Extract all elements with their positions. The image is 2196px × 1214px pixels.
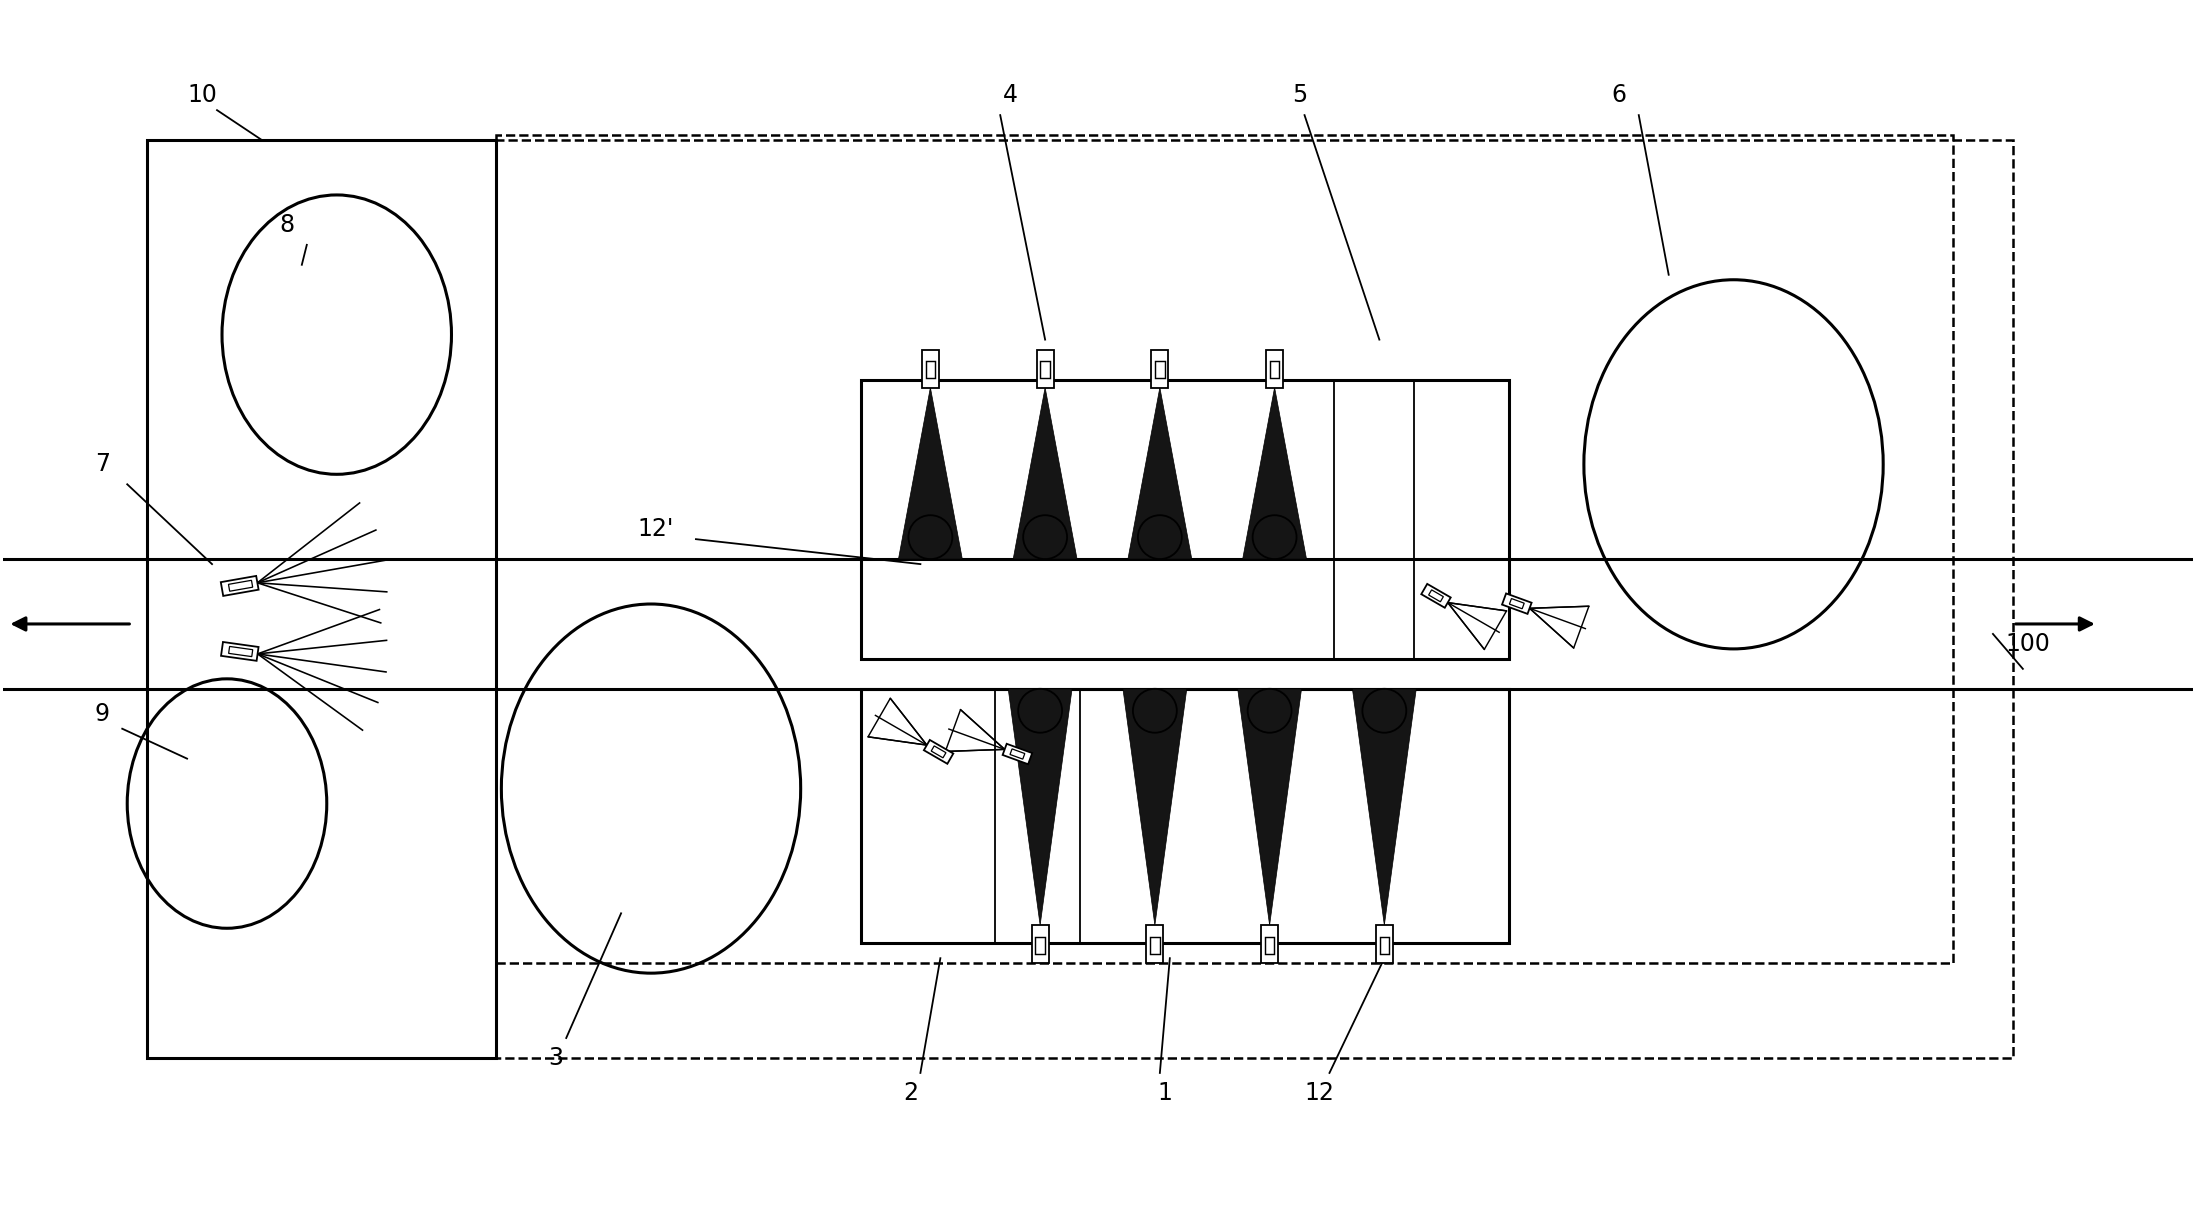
Bar	[1146, 925, 1164, 963]
Text: 12: 12	[1304, 1080, 1335, 1105]
Bar	[861, 380, 1509, 659]
Text: 8: 8	[279, 212, 294, 237]
Bar	[1037, 350, 1054, 387]
Text: 7: 7	[94, 453, 110, 476]
Polygon shape	[1122, 688, 1186, 925]
Polygon shape	[222, 575, 259, 596]
Bar	[922, 350, 940, 387]
Bar	[1377, 925, 1392, 963]
Text: 10: 10	[187, 84, 217, 107]
Bar	[861, 688, 1509, 943]
Text: 9: 9	[94, 702, 110, 726]
Polygon shape	[1239, 688, 1302, 925]
Text: 100: 100	[2005, 632, 2051, 656]
Bar	[1155, 361, 1164, 378]
Bar	[1151, 937, 1159, 954]
Bar	[147, 140, 496, 1057]
Bar	[1379, 937, 1390, 954]
Text: 4: 4	[1004, 84, 1017, 107]
Bar	[1265, 937, 1274, 954]
Text: 5: 5	[1291, 84, 1307, 107]
Bar	[1037, 937, 1045, 954]
Bar	[1261, 925, 1278, 963]
Polygon shape	[1008, 688, 1072, 925]
Text: 6: 6	[1612, 84, 1627, 107]
Text: 1: 1	[1157, 1080, 1173, 1105]
Polygon shape	[1004, 744, 1032, 765]
Polygon shape	[1243, 387, 1307, 560]
Bar	[927, 361, 935, 378]
Bar	[1267, 350, 1282, 387]
Polygon shape	[1502, 594, 1531, 614]
Polygon shape	[1421, 584, 1452, 608]
Bar	[1151, 350, 1168, 387]
Polygon shape	[925, 741, 953, 764]
Bar	[1269, 361, 1280, 378]
Bar	[1041, 361, 1050, 378]
Polygon shape	[222, 642, 259, 660]
Polygon shape	[898, 387, 962, 560]
Text: 3: 3	[549, 1046, 564, 1070]
Polygon shape	[1353, 688, 1416, 925]
Text: 12': 12'	[637, 517, 674, 541]
Bar	[1032, 925, 1050, 963]
Bar	[147, 140, 2014, 1057]
Bar	[496, 135, 1952, 963]
Text: 2: 2	[903, 1080, 918, 1105]
Polygon shape	[1129, 387, 1192, 560]
Polygon shape	[1012, 387, 1076, 560]
